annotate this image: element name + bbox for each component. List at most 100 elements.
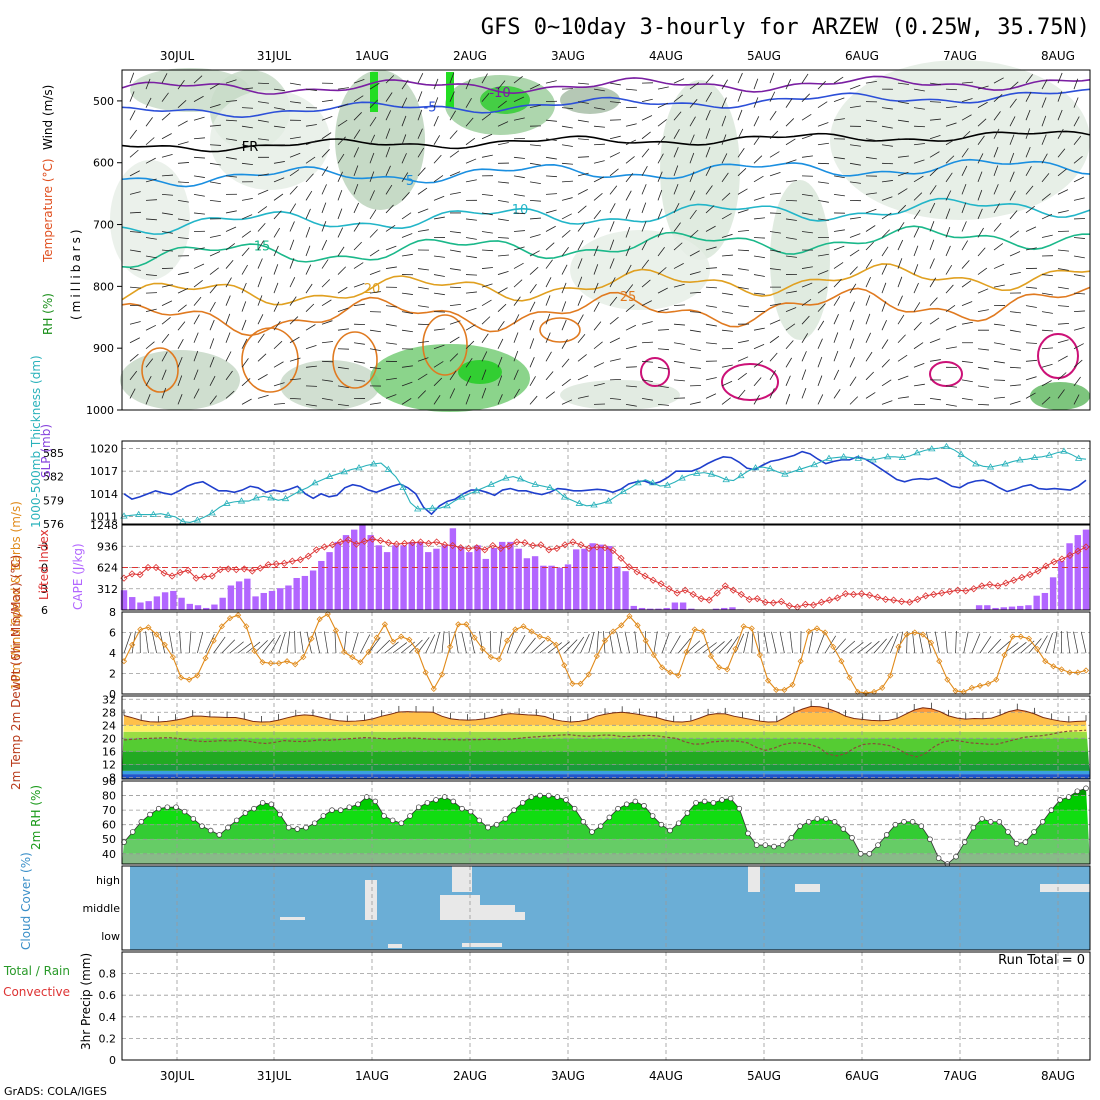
wind-barb (465, 237, 477, 240)
wind-barb (177, 271, 189, 275)
wind-barb (529, 283, 537, 294)
precip-ylabel-units: 3hr Precip (mm) (79, 953, 93, 1050)
date-label-bottom: 1AUG (355, 1069, 389, 1083)
wind-speed-point (650, 651, 657, 659)
lifted-index-ylabel: Lifted Index (37, 529, 51, 600)
lifted-index-point (753, 595, 761, 603)
wind-barb (1004, 642, 1019, 654)
wind-barb (913, 88, 925, 92)
wind-barb (273, 88, 285, 92)
wind-barb (241, 162, 253, 166)
lifted-index-point (513, 538, 521, 546)
thickness-point (208, 509, 216, 516)
cape-bar (523, 558, 531, 610)
thickness-point (267, 494, 275, 501)
lifted-index-point (1018, 573, 1026, 581)
wind-barb (123, 632, 132, 654)
wind-barb (817, 253, 829, 257)
rh-tick-label: 50 (102, 833, 116, 846)
wind-barb (209, 181, 221, 185)
lifted-index-point (360, 537, 369, 545)
rh-point (259, 800, 266, 806)
wind-barb (657, 348, 669, 351)
wind-barb (897, 188, 908, 195)
wind-barb (545, 332, 551, 343)
wind-barb (273, 264, 279, 275)
wind-barb (449, 268, 461, 271)
wind-barb (593, 193, 603, 201)
wind-barb (641, 240, 648, 251)
wind-barb (497, 287, 508, 294)
wind-barb (369, 171, 375, 182)
wind-barb (737, 128, 744, 139)
wind-speed-point (593, 653, 600, 660)
cape-bar (1033, 595, 1040, 610)
wind-barb (609, 239, 615, 251)
wind-barb (241, 214, 253, 220)
wind-barb (545, 80, 557, 84)
wind-barb (449, 91, 455, 102)
wind-barb (497, 254, 509, 257)
cape-bar (474, 545, 481, 610)
wind-barb (449, 72, 455, 84)
wind-barb (881, 282, 887, 294)
wind-barb (625, 304, 635, 312)
wind-barb (369, 329, 381, 333)
wind-speed-point (1042, 658, 1049, 665)
rh-point (727, 795, 734, 802)
rh-point (1013, 840, 1020, 847)
date-label-bottom: 8AUG (1041, 1069, 1075, 1083)
rh-point (311, 820, 318, 826)
wind-barb (193, 369, 199, 380)
wind-barb (881, 180, 893, 183)
wind-barb (961, 165, 968, 177)
lifted-index-point (857, 590, 866, 598)
wind-barb (193, 75, 203, 84)
wind-barb (913, 227, 920, 238)
wind-barb (769, 110, 777, 121)
wind-barb (305, 156, 316, 164)
wind-barb (529, 199, 541, 202)
wind-barb (641, 397, 653, 401)
rh-point (450, 798, 457, 805)
wind-barb (881, 196, 893, 201)
wind-speed-point (830, 643, 837, 650)
wind-barb (145, 375, 152, 387)
wind-barb (785, 118, 795, 127)
wind-barb (849, 84, 861, 90)
wind-barb (577, 156, 590, 158)
wind-barb (808, 631, 814, 654)
wind-barb (1025, 305, 1037, 308)
wind-barb (945, 122, 957, 127)
wind-barb (369, 116, 377, 127)
cape-bar (490, 548, 498, 610)
wind-barb (1009, 81, 1019, 90)
slp-line (123, 450, 1087, 516)
pressure-tick-label: 900 (93, 342, 114, 355)
wind-barb (561, 162, 573, 165)
wind-barb (593, 264, 599, 275)
wind-barb (465, 375, 472, 387)
wind-barb (625, 366, 638, 368)
wind-barb (465, 78, 471, 90)
wind-barb (753, 344, 765, 350)
wind-barb (881, 379, 892, 387)
wind-barb (321, 379, 333, 382)
wind-barb (577, 205, 587, 214)
wind-barb (833, 332, 839, 343)
wind-speed-point (797, 658, 804, 665)
wind-barb (286, 631, 291, 654)
wind-barb (401, 365, 413, 368)
wind-barb (385, 394, 397, 399)
wind-barb (1057, 372, 1067, 381)
lifted-index-point (1050, 558, 1058, 566)
wind-barb (817, 375, 823, 386)
wind-barb (737, 286, 749, 290)
cape-tick-label: 312 (97, 583, 118, 596)
wind-barb (498, 631, 503, 654)
wind-barb (513, 388, 520, 399)
wind-barb (801, 134, 813, 140)
wind-barb (273, 301, 280, 312)
thickness-point (839, 453, 848, 460)
wind-barb (593, 88, 605, 92)
